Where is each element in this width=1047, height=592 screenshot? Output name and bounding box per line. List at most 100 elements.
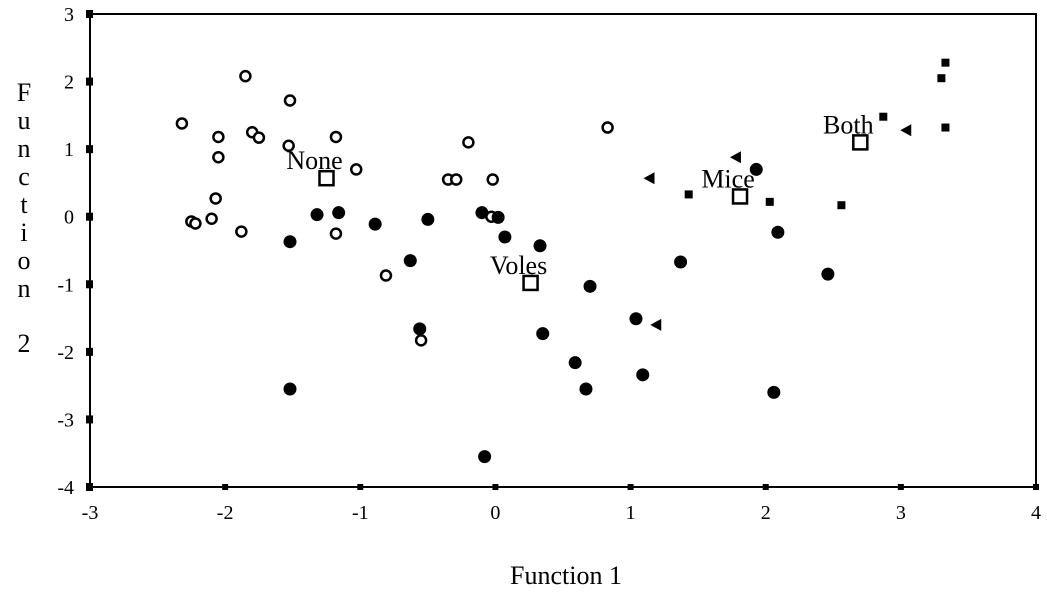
open-circle-point [329,130,343,144]
open-circle-point [189,217,202,230]
centroid-label: Voles [490,251,547,280]
x-tick-label: 3 [896,502,906,524]
centroid-marker [522,274,539,292]
filled-circle-point [821,267,835,281]
y-tick-label: -2 [57,342,74,364]
y-tick-label: 1 [64,139,74,161]
open-circle-point [349,163,363,176]
centroid-marker [852,134,869,151]
filled-circle-point [583,279,597,293]
x-tick-mark [357,484,364,490]
open-circle-point [601,121,614,134]
x-axis-title: Function 1 [510,561,622,590]
x-axis-ticks: -3 -2 -1 0 1 2 3 4 [82,484,1041,524]
y-axis-ticks: 3 2 1 0 -1 -2 -3 -4 [57,4,93,499]
x-tick-label: 1 [626,502,636,524]
square-point [765,197,774,206]
y-tick-label: -1 [57,274,74,296]
open-circle-point [212,130,225,144]
open-circle-point [212,151,225,164]
y-tick-label: -4 [57,477,74,499]
y-tick-mark [86,483,93,491]
filled-circle-point [310,208,324,222]
y-tick-label: 3 [64,4,74,26]
x-tick-label: -2 [217,502,234,524]
y-tick-mark [86,145,93,154]
filled-circle-point [771,225,785,239]
y-tick-label: 0 [64,207,74,229]
square-point [684,190,693,199]
x-tick-mark [762,484,769,490]
filled-circle-point [475,206,489,220]
y-axis-title-char: n [18,274,31,303]
triangle-point [643,172,655,185]
y-axis-title-char: u [18,106,31,135]
filled-circle-point [749,162,763,176]
centroid-marker [731,188,749,205]
filled-circle-point [498,230,512,244]
y-axis-title-char: n [18,134,31,163]
open-circle-point [449,173,463,186]
plot-area [89,13,1037,488]
y-axis-title-char: i [20,218,27,247]
triangle-point [729,151,741,164]
filled-circle-point [636,368,650,382]
y-tick-label: 2 [64,72,74,94]
open-circle-point [209,192,222,205]
filled-circle-point [491,210,505,224]
open-circle-point [462,136,475,149]
filled-circle-point [283,382,297,396]
square-point [937,74,946,83]
y-axis-title-char: c [18,162,30,191]
filled-circle-point [403,254,417,268]
x-tick-mark [897,484,904,490]
filled-circle-point [767,385,781,399]
y-axis-title-char: 2 [18,329,31,358]
y-tick-mark [86,10,93,18]
filled-circle-point [533,239,547,253]
centroid-label: Both [823,110,874,139]
x-tick-label: -3 [82,502,99,524]
group-centroids: None Voles Mice Both [286,110,874,292]
open-circle-point [175,117,189,130]
y-tick-mark [86,212,93,221]
triangle-point [900,124,912,137]
square-point [837,201,846,210]
filled-circle-point [579,382,593,396]
filled-circle-point [568,356,582,370]
x-tick-mark [1033,484,1039,490]
y-tick-mark [86,77,93,86]
filled-circle-point [629,312,643,326]
open-circle-point [235,225,248,238]
x-tick-label: 2 [761,502,771,524]
open-circle-point [239,69,252,83]
filled-circle-point [478,450,492,464]
plot-border [89,13,1037,488]
x-tick-mark [492,484,499,490]
x-tick-label: 0 [490,502,500,524]
centroid-marker [318,169,335,187]
filled-circle-point [332,206,346,220]
filled-circle-point [536,327,550,341]
open-circle-point [329,227,343,240]
square-point [941,123,950,132]
open-circle-point [486,173,499,186]
open-circle-point [252,131,266,144]
y-axis-title-char: F [17,78,31,107]
open-circle-point [379,269,393,282]
triangle-point [650,318,662,331]
centroid-label: Mice [701,164,754,193]
open-circle-point [282,139,295,153]
y-tick-mark [86,415,93,424]
y-tick-mark [86,280,93,289]
y-tick-mark [86,347,93,356]
filled-circle-point [674,255,688,269]
x-tick-label: -1 [352,502,369,524]
square-point [879,112,888,121]
x-tick-mark [222,484,229,490]
y-tick-label: -3 [57,409,74,431]
x-tick-label: 4 [1031,502,1041,524]
square-point [941,58,950,67]
